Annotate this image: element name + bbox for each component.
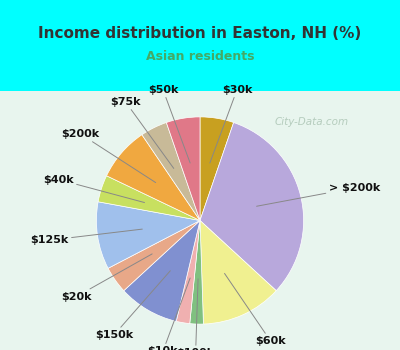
Text: > $200k: > $200k — [257, 183, 380, 206]
Wedge shape — [142, 122, 200, 220]
Wedge shape — [98, 176, 200, 220]
Text: Income distribution in Easton, NH (%): Income distribution in Easton, NH (%) — [38, 26, 362, 41]
Text: $75k: $75k — [110, 97, 174, 168]
Wedge shape — [200, 117, 234, 220]
Text: $50k: $50k — [148, 85, 190, 163]
Wedge shape — [166, 117, 200, 220]
Text: $10k: $10k — [148, 278, 190, 350]
Text: $125k: $125k — [31, 229, 142, 245]
Wedge shape — [96, 202, 200, 268]
Text: $100k: $100k — [176, 279, 215, 350]
Wedge shape — [124, 220, 200, 321]
Text: City-Data.com: City-Data.com — [275, 117, 349, 127]
Wedge shape — [106, 135, 200, 220]
Text: $150k: $150k — [95, 271, 170, 340]
Wedge shape — [176, 220, 200, 324]
Text: $200k: $200k — [61, 129, 156, 183]
Wedge shape — [200, 122, 304, 290]
Text: $60k: $60k — [224, 273, 286, 346]
Text: Asian residents: Asian residents — [146, 49, 254, 63]
Text: $20k: $20k — [61, 254, 152, 302]
Wedge shape — [108, 220, 200, 290]
Wedge shape — [200, 220, 276, 324]
Text: $30k: $30k — [210, 85, 252, 163]
Wedge shape — [190, 220, 204, 324]
Text: $40k: $40k — [43, 175, 144, 203]
